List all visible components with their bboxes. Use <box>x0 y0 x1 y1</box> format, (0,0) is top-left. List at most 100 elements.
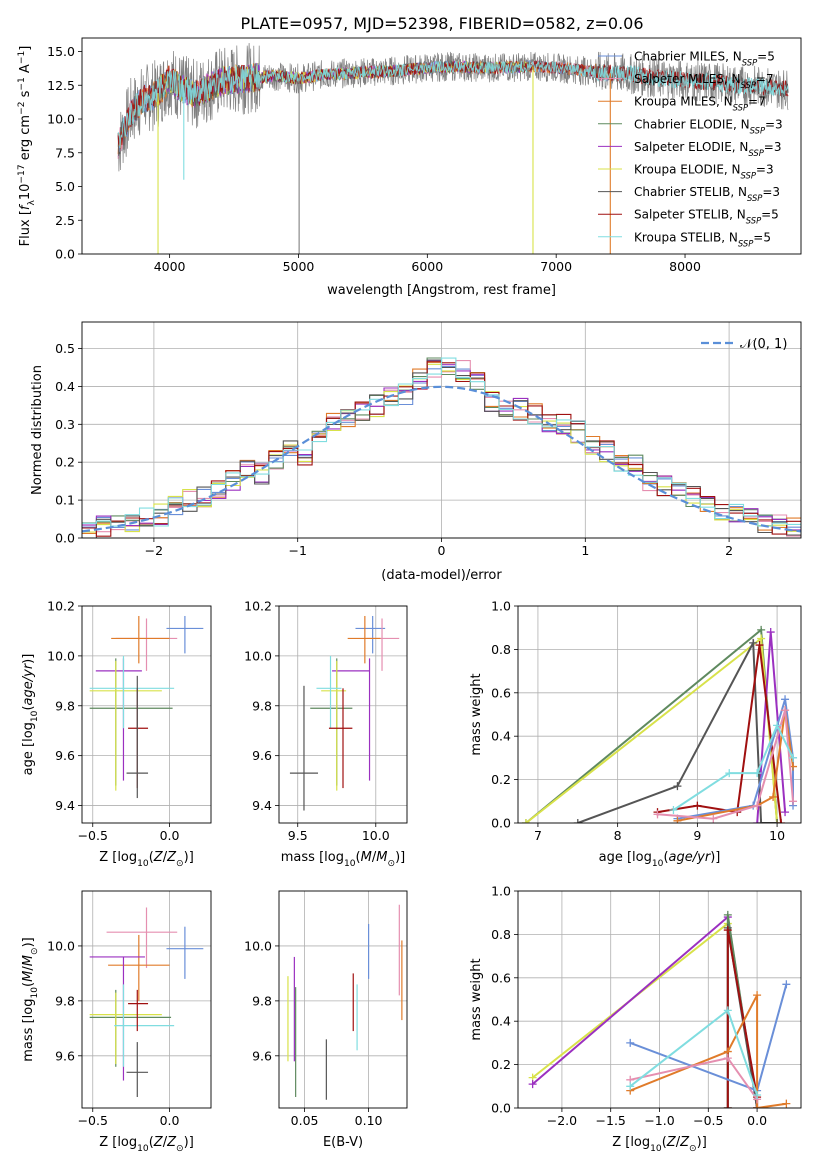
errorbar-point <box>366 618 400 671</box>
legend-label-ssp: SSP <box>748 148 764 158</box>
legend-label-ssp: SSP <box>741 80 757 90</box>
x-axis-label-part: Z <box>679 1135 690 1150</box>
x-axis-label: Z [log10(Z/Z⊙)] <box>612 1135 707 1154</box>
y-axis-label-part: age/yr <box>21 662 36 705</box>
legend-label-ssp: SSP <box>747 193 763 203</box>
data-point-marker <box>753 1090 762 1099</box>
x-axis-label-part: mass [log <box>281 850 344 865</box>
errorbar-point <box>166 926 204 979</box>
x-axis-label-part: Z [log <box>612 1135 650 1150</box>
plot-area <box>117 42 789 254</box>
y-tick-label: 15.0 <box>47 44 75 59</box>
legend-label-count: =5 <box>757 50 775 64</box>
errorbar-point <box>355 615 386 654</box>
errorbar-point <box>328 688 353 789</box>
x-tick-label: 7 <box>534 828 542 843</box>
legend-label-base: Chabrier STELIB, N <box>634 185 747 199</box>
x-axis-label-part: 10 <box>137 1144 149 1154</box>
data-point-marker <box>693 801 702 810</box>
y-axis-label-part: λ <box>27 200 37 206</box>
y-tick-label: 10.0 <box>244 648 272 663</box>
y-axis-label-part: )] <box>21 654 36 664</box>
series-line <box>531 921 759 1108</box>
y-axis-label-part: f <box>18 203 33 210</box>
x-axis-label: age [log10(age/yr)] <box>599 850 721 869</box>
legend-label-base: Chabrier ELODIE, N <box>634 117 750 131</box>
x-axis-label-part: Z <box>166 850 177 865</box>
x-axis-label-part: Z <box>666 1135 677 1150</box>
x-tick-label: −2 <box>145 543 163 558</box>
y-axis-label-part: 10 <box>30 710 40 722</box>
x-axis-label-part: Z [log <box>99 1135 137 1150</box>
y-tick-label: 0.8 <box>491 642 511 657</box>
panel-age_vs_Z: −0.5 0.0 9.4 9.6 9.8 10.0 10.2 <box>47 599 212 843</box>
y-tick-label: 0.2 <box>491 772 511 787</box>
errorbar-point <box>89 956 145 1081</box>
x-axis-label-part: ( <box>663 850 668 865</box>
errorbar-point <box>332 658 371 781</box>
legend-label-ssp: SSP <box>738 238 754 248</box>
errorbar-point <box>111 615 170 664</box>
y-axis-label-part: A <box>18 64 33 77</box>
y-tick-label: 0.6 <box>491 970 511 985</box>
legend-label: Kroupa MILES, NSSP=7 <box>634 95 766 113</box>
y-axis-label-part: M <box>21 971 36 982</box>
data-point-marker <box>766 628 775 637</box>
y-tick-label: 0.4 <box>491 1014 511 1029</box>
legend-label-base: Chabrier MILES, N <box>634 50 742 64</box>
y-tick-label: 1.0 <box>491 884 511 899</box>
y-axis-label-part: ⊙ <box>30 947 40 955</box>
x-tick-label: 8 <box>614 828 622 843</box>
data-point-marker <box>753 769 762 778</box>
legend-label-ssp: SSP <box>750 125 766 135</box>
x-tick-label: 0.10 <box>355 1113 383 1128</box>
axes-frame <box>278 890 408 1109</box>
data-point-marker <box>626 1082 635 1091</box>
y-tick-label: 0.2 <box>55 455 75 470</box>
x-tick-label: −1 <box>288 543 306 558</box>
plot-area <box>82 357 801 538</box>
legend-label: Chabrier STELIB, NSSP=3 <box>634 185 780 203</box>
errorbar-point <box>347 615 381 664</box>
y-axis-label-part: Flux [ <box>18 210 33 246</box>
x-tick-label: 5000 <box>283 259 315 274</box>
data-point-marker <box>757 819 766 823</box>
data-point-marker <box>723 1104 732 1108</box>
errorbar-point <box>89 660 162 791</box>
data-point-marker <box>781 808 790 817</box>
x-axis-label-part: ⊙ <box>176 859 184 869</box>
x-tick-label: 9.5 <box>288 828 308 843</box>
legend-label: Chabrier MILES, NSSP=5 <box>634 50 775 68</box>
plot-area <box>289 615 400 811</box>
errorbar-point <box>115 618 178 671</box>
y-tick-label: 9.4 <box>252 798 272 813</box>
x-tick-label: 2 <box>725 543 733 558</box>
y-tick-label: 10.2 <box>244 599 272 614</box>
data-point-marker <box>773 721 782 730</box>
x-tick-label: 4000 <box>154 259 186 274</box>
data-point-marker <box>669 805 678 814</box>
x-axis-label-part: age/yr <box>669 850 712 865</box>
errorbar-point <box>106 907 178 968</box>
y-axis-label-part: −17 <box>17 164 27 183</box>
y-axis-label-part: 10 <box>30 987 40 999</box>
x-axis-label-part: )] <box>184 850 194 865</box>
x-tick-label: 0.0 <box>747 1113 767 1128</box>
legend-label-count: =3 <box>764 140 782 154</box>
x-tick-label: 6000 <box>411 259 443 274</box>
y-tick-label: 12.5 <box>47 78 75 93</box>
x-tick-label: −2.0 <box>547 1113 577 1128</box>
legend-label-ssp: SSP <box>742 58 758 68</box>
data-point-marker <box>781 695 790 704</box>
y-tick-label: 2.5 <box>55 213 75 228</box>
y-axis-label-part: ( <box>21 982 36 987</box>
data-point-marker <box>769 792 778 801</box>
y-tick-label: 10.0 <box>47 938 75 953</box>
y-tick-label: 9.8 <box>252 993 272 1008</box>
x-axis-label-part: ( <box>149 1135 154 1150</box>
legend-label: Chabrier ELODIE, NSSP=3 <box>634 117 783 135</box>
y-tick-label: 9.6 <box>252 1048 272 1063</box>
y-axis-label-part: ( <box>21 705 36 710</box>
y-axis-label: mass [log10(M/M⊙)] <box>21 937 40 1061</box>
